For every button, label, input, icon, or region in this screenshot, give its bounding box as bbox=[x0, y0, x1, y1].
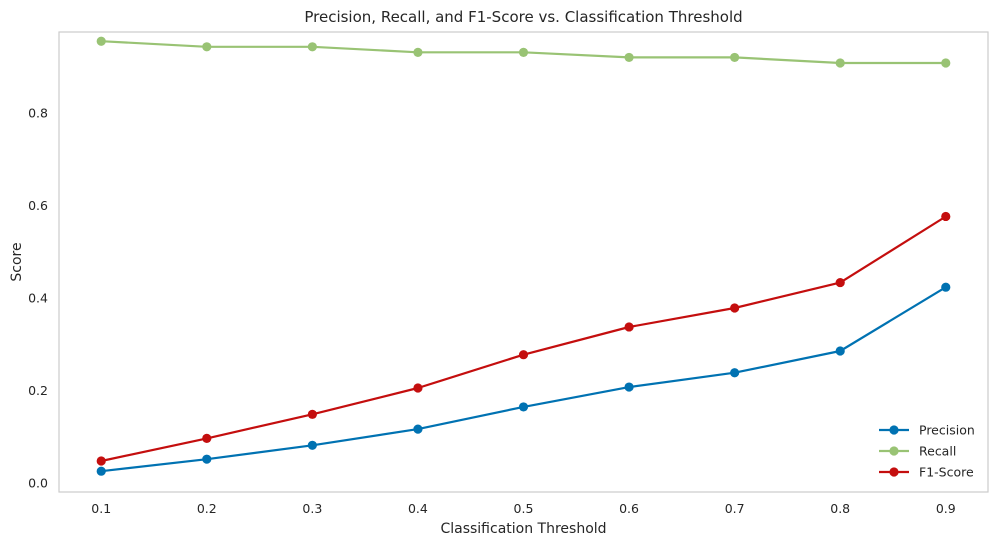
data-point bbox=[518, 350, 529, 360]
x-tick-label: 0.8 bbox=[830, 501, 850, 516]
data-point bbox=[96, 36, 106, 46]
series-f1-score bbox=[96, 211, 951, 466]
data-point bbox=[202, 433, 212, 443]
x-tick-label: 0.7 bbox=[725, 501, 745, 516]
data-point bbox=[96, 456, 106, 466]
legend-label: Recall bbox=[919, 444, 956, 459]
legend-marker bbox=[889, 467, 899, 477]
y-tick-label: 0.4 bbox=[28, 290, 48, 305]
series-recall bbox=[96, 36, 951, 68]
data-point bbox=[518, 47, 529, 57]
x-tick-label: 0.4 bbox=[408, 501, 428, 516]
legend-item: Precision bbox=[879, 423, 975, 438]
data-point bbox=[624, 382, 634, 392]
legend-item: Recall bbox=[879, 444, 956, 459]
data-point bbox=[730, 303, 740, 313]
data-point bbox=[518, 402, 529, 412]
legend-marker bbox=[889, 446, 899, 456]
data-point bbox=[835, 58, 845, 68]
x-tick-label: 0.3 bbox=[302, 501, 322, 516]
data-point bbox=[941, 58, 951, 68]
data-point bbox=[730, 368, 740, 378]
data-point bbox=[413, 424, 423, 434]
data-point bbox=[202, 454, 212, 464]
data-point bbox=[835, 346, 845, 356]
x-tick-label: 0.1 bbox=[91, 501, 111, 516]
legend-marker bbox=[889, 425, 899, 435]
y-axis-label: Score bbox=[9, 242, 25, 281]
series-precision bbox=[96, 282, 951, 476]
data-point bbox=[96, 466, 106, 476]
data-point bbox=[202, 42, 212, 52]
legend: Precision Recall F1-Score bbox=[879, 423, 975, 480]
legend-item: F1-Score bbox=[879, 465, 974, 480]
data-point bbox=[624, 322, 634, 332]
y-tick-label: 0.0 bbox=[28, 475, 48, 490]
data-point bbox=[624, 52, 634, 63]
data-point bbox=[413, 383, 423, 393]
data-point bbox=[835, 277, 845, 288]
data-point bbox=[307, 42, 317, 52]
x-tick-label: 0.9 bbox=[936, 501, 956, 516]
data-point bbox=[730, 52, 740, 63]
y-tick-label: 0.2 bbox=[28, 383, 48, 398]
chart-title: Precision, Recall, and F1-Score vs. Clas… bbox=[304, 8, 742, 26]
x-axis-label: Classification Threshold bbox=[440, 521, 606, 537]
plot-frame bbox=[58, 31, 989, 493]
plot-area: 0.1 0.2 0.3 0.4 0.5 0.6 0.7 0.8 0.9 0.0 0.2 0.4 0.6 0… bbox=[28, 31, 989, 516]
y-tick-label: 0.6 bbox=[28, 198, 48, 213]
x-tick-label: 0.2 bbox=[197, 501, 217, 516]
x-tick-label: 0.6 bbox=[619, 501, 639, 516]
data-point bbox=[413, 47, 423, 57]
data-point bbox=[307, 440, 317, 450]
x-tick-label: 0.5 bbox=[514, 501, 534, 516]
legend-label: Precision bbox=[919, 423, 975, 438]
data-point bbox=[307, 409, 317, 419]
y-tick-label: 0.8 bbox=[28, 105, 48, 120]
legend-label: F1-Score bbox=[919, 465, 974, 480]
data-point bbox=[941, 211, 951, 222]
data-point bbox=[941, 282, 951, 292]
